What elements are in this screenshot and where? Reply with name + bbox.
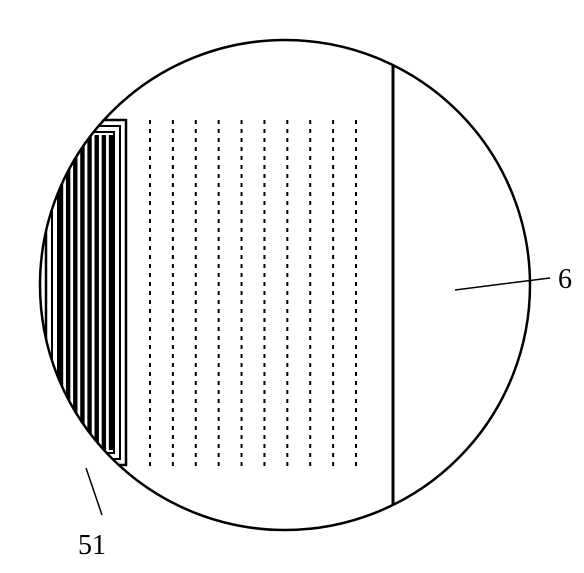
diagram-svg	[20, 20, 584, 553]
technical-diagram: 51 6	[20, 20, 584, 553]
label-51: 51	[78, 530, 106, 562]
label-6: 6	[558, 264, 572, 296]
